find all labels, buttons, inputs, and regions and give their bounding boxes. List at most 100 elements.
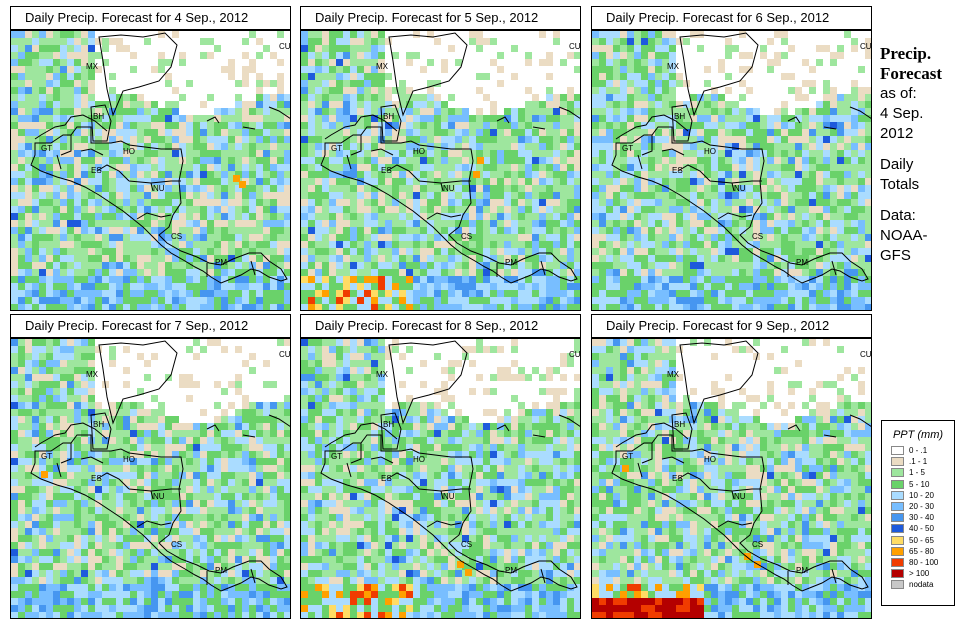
country-label-mx: MX (667, 370, 680, 379)
sidebar-heading-line2: Forecast (880, 64, 942, 83)
legend-swatch (891, 501, 904, 511)
country-label-cs: CS (171, 232, 182, 241)
gulf-coast (34, 114, 108, 140)
yucatan-outline (679, 340, 759, 425)
country-label-bh: BH (93, 420, 104, 429)
yucatan-outline (98, 340, 178, 425)
precip-hotspot (622, 465, 629, 472)
legend-swatch (891, 513, 904, 523)
legend-row: > 100 (882, 568, 954, 579)
country-label-gt: GT (331, 452, 342, 461)
coastline (611, 434, 869, 592)
country-label-nu: NU (734, 492, 746, 501)
legend-row: .1 - 1 (882, 456, 954, 467)
country-label-pm: PM (796, 258, 808, 267)
country-label-ho: HO (123, 455, 135, 464)
precip-map: CU MX BH GT HO ES NU CS PM (10, 338, 291, 619)
legend-swatch (891, 490, 904, 500)
country-label-pm: PM (505, 566, 517, 575)
precip-grid (592, 31, 871, 310)
gulf-coast (615, 422, 689, 448)
sidebar-info: Precip. Forecast as of: 4 Sep. 2012 Dail… (880, 44, 964, 266)
legend-row: 30 - 40 (882, 512, 954, 523)
country-label-es: ES (91, 474, 102, 483)
data-line1: Data: (880, 207, 916, 224)
forecast-panel-3: Daily Precip. Forecast for 6 Sep., 2012 C… (591, 6, 872, 311)
country-label-mx: MX (86, 370, 99, 379)
legend-row: 10 - 20 (882, 490, 954, 501)
country-label-cs: CS (752, 232, 763, 241)
country-label-cs: CS (171, 540, 182, 549)
precip-map: CU MX BH GT HO ES NU CS PM (300, 30, 581, 311)
country-label-nu: NU (443, 492, 455, 501)
legend-swatch (891, 535, 904, 545)
panel-title: Daily Precip. Forecast for 9 Sep., 2012 (591, 314, 872, 338)
gulf-coast (34, 422, 108, 448)
coastline (30, 434, 288, 592)
legend-label: > 100 (909, 569, 930, 579)
legend-label: .1 - 1 (909, 457, 928, 467)
legend-label: 5 - 10 (909, 479, 930, 489)
yucatan-outline (98, 32, 178, 117)
legend-swatch (891, 569, 904, 579)
country-label-gt: GT (41, 144, 52, 153)
country-label-cs: CS (461, 232, 472, 241)
yucatan-outline (679, 32, 759, 117)
country-label-bh: BH (93, 112, 104, 121)
precip-hotspot (239, 181, 246, 188)
data-line3: GFS (880, 247, 911, 264)
legend-row: 50 - 65 (882, 535, 954, 546)
country-borders (346, 443, 546, 585)
country-label-pm: PM (215, 566, 227, 575)
country-borders (346, 135, 546, 277)
country-label-mx: MX (376, 370, 389, 379)
legend-title: PPT (mm) (892, 429, 944, 441)
country-borders (637, 135, 837, 277)
legend-swatch (891, 580, 904, 590)
totals-line1: Daily (880, 156, 914, 173)
asof-line1: as of: (880, 85, 917, 102)
country-label-cu: CU (860, 42, 871, 51)
gulf-coast (324, 422, 398, 448)
belize-border (90, 104, 112, 142)
legend-label: 10 - 20 (909, 490, 934, 500)
country-label-es: ES (381, 166, 392, 175)
country-label-es: ES (381, 474, 392, 483)
panel-title: Daily Precip. Forecast for 7 Sep., 2012 (10, 314, 291, 338)
country-label-gt: GT (622, 144, 633, 153)
country-label-ho: HO (704, 455, 716, 464)
country-label-mx: MX (376, 62, 389, 71)
country-label-cs: CS (752, 540, 763, 549)
precip-hotspot (477, 157, 484, 164)
coastline (320, 434, 578, 592)
legend-swatch (891, 557, 904, 567)
precip-hotspot (233, 175, 240, 182)
legend-label: 65 - 80 (909, 546, 934, 556)
gulf-coast (324, 114, 398, 140)
forecast-panel-6: Daily Precip. Forecast for 9 Sep., 2012 C… (591, 314, 872, 619)
legend-label: 50 - 65 (909, 535, 934, 545)
country-label-bh: BH (383, 420, 394, 429)
precip-grid (301, 31, 580, 310)
cuba-islands (206, 414, 290, 438)
country-label-cs: CS (461, 540, 472, 549)
yucatan-outline (388, 32, 468, 117)
belize-border (380, 104, 402, 142)
gulf-coast (615, 114, 689, 140)
yucatan-outline (388, 340, 468, 425)
country-label-gt: GT (331, 144, 342, 153)
cuba-islands (787, 414, 871, 438)
belize-border (90, 412, 112, 450)
country-label-nu: NU (153, 492, 165, 501)
cuba-islands (206, 106, 290, 130)
precip-grid (11, 31, 290, 310)
belize-border (671, 412, 693, 450)
country-label-gt: GT (622, 452, 633, 461)
coastline (320, 126, 578, 284)
country-label-mx: MX (86, 62, 99, 71)
asof-line3: 2012 (880, 125, 914, 142)
legend-swatch (891, 479, 904, 489)
forecast-panel-4: Daily Precip. Forecast for 7 Sep., 2012 C… (10, 314, 291, 619)
